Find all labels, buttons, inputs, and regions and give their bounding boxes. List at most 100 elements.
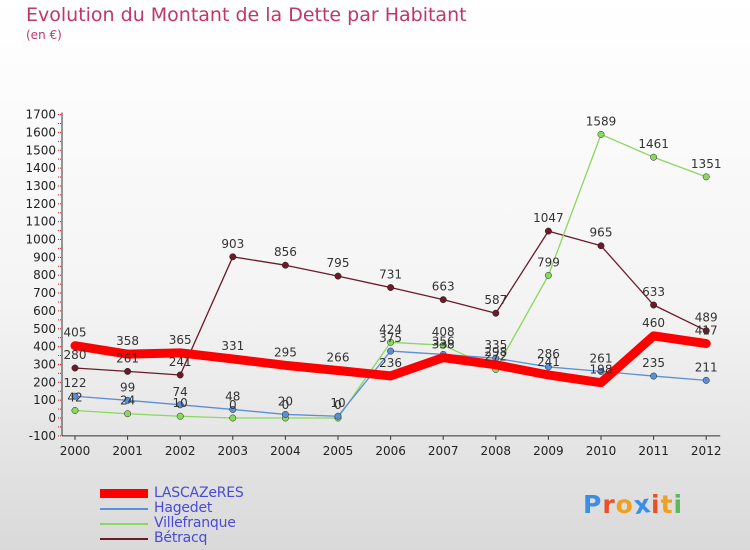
chart-subtitle: (en €) xyxy=(26,28,62,42)
data-label: 236 xyxy=(379,356,402,370)
x-tick-label: 2011 xyxy=(638,444,669,458)
legend-swatch-lascazeres xyxy=(100,489,148,498)
logo-letter: P xyxy=(583,490,603,519)
data-label: 10 xyxy=(173,396,188,410)
data-point xyxy=(124,410,132,418)
data-label: 663 xyxy=(432,280,455,294)
y-tick-label: 1300 xyxy=(25,179,56,193)
legend-label: LASCAZeRES xyxy=(154,485,244,501)
data-label: 489 xyxy=(695,311,718,325)
logo-letter: i xyxy=(673,490,684,519)
data-label: 295 xyxy=(274,345,297,359)
data-point xyxy=(597,130,605,138)
y-tick-label: 1200 xyxy=(25,197,56,211)
x-tick-label: 2007 xyxy=(428,444,459,458)
data-label: 266 xyxy=(327,351,350,365)
data-label: 1351 xyxy=(691,157,722,171)
data-label: 335 xyxy=(484,338,507,352)
data-point xyxy=(71,407,79,414)
data-label: 42 xyxy=(67,391,82,405)
data-label: 375 xyxy=(379,331,402,345)
data-label: 298 xyxy=(484,345,507,359)
data-point xyxy=(702,376,710,384)
data-label: 799 xyxy=(537,255,560,269)
x-tick-label: 2003 xyxy=(218,444,249,458)
x-tick-label: 2006 xyxy=(375,444,406,458)
data-label: 460 xyxy=(642,316,665,330)
data-point xyxy=(71,392,79,400)
data-label: 408 xyxy=(432,325,455,339)
data-point xyxy=(544,271,552,279)
data-point xyxy=(124,396,132,404)
proxiti-logo: Proxiti xyxy=(583,489,684,520)
data-point xyxy=(702,173,710,181)
y-tick-label: 200 xyxy=(33,375,56,389)
data-label: 0 xyxy=(282,398,290,412)
data-label: 20 xyxy=(278,394,293,408)
data-label: 633 xyxy=(642,285,665,299)
legend-swatch-hagedet xyxy=(100,508,148,510)
data-point xyxy=(544,363,552,371)
data-label: 122 xyxy=(64,376,87,390)
y-tick-label: 700 xyxy=(33,286,56,300)
data-label: 24 xyxy=(120,394,135,408)
y-tick-label: -100 xyxy=(29,429,56,443)
legend-swatch-villefranque xyxy=(100,523,148,525)
data-label: 74 xyxy=(173,385,188,399)
legend-label: Villefranque xyxy=(154,515,236,531)
y-tick-label: 1100 xyxy=(25,215,56,229)
data-point xyxy=(702,327,710,335)
data-point xyxy=(439,341,447,349)
data-label: 235 xyxy=(642,356,665,370)
data-point xyxy=(124,367,132,375)
y-tick-label: 500 xyxy=(33,322,56,336)
data-label: 241 xyxy=(169,355,192,369)
data-label: 903 xyxy=(221,237,244,251)
data-label: 417 xyxy=(695,324,718,338)
data-point xyxy=(492,309,500,317)
data-label: 261 xyxy=(116,351,139,365)
data-point xyxy=(387,284,395,291)
data-label: 1589 xyxy=(586,114,617,128)
y-tick-label: 400 xyxy=(33,340,56,354)
data-label: 211 xyxy=(695,360,718,374)
data-label: 48 xyxy=(225,389,240,403)
data-label: 198 xyxy=(590,363,613,377)
x-tick-label: 2012 xyxy=(691,444,722,458)
y-tick-label: 800 xyxy=(33,268,56,282)
data-point xyxy=(229,253,237,261)
y-tick-label: 1000 xyxy=(25,233,56,247)
data-label: 1047 xyxy=(533,211,564,225)
data-label: 0 xyxy=(229,398,237,412)
legend-label: Bétracq xyxy=(154,530,208,546)
x-tick-label: 2010 xyxy=(586,444,617,458)
data-label: 1461 xyxy=(638,137,669,151)
y-tick-label: 300 xyxy=(33,357,56,371)
data-point xyxy=(281,410,289,418)
data-point xyxy=(334,272,342,280)
y-tick-label: 0 xyxy=(48,411,56,425)
data-label: 358 xyxy=(116,334,139,348)
data-point xyxy=(229,405,237,413)
data-label: 286 xyxy=(537,347,560,361)
y-tick-label: 1600 xyxy=(25,125,56,139)
x-tick-label: 2008 xyxy=(481,444,512,458)
data-label: 424 xyxy=(379,322,402,336)
data-label: 338 xyxy=(432,338,455,352)
data-label: 731 xyxy=(379,268,402,282)
data-point xyxy=(597,242,605,250)
data-point xyxy=(71,364,79,372)
legend-label: Hagedet xyxy=(154,500,213,516)
data-label: 261 xyxy=(590,351,613,365)
data-point xyxy=(229,414,237,422)
data-point xyxy=(176,371,184,379)
data-point xyxy=(387,338,395,346)
x-tick-label: 2004 xyxy=(270,444,301,458)
logo-letter: t xyxy=(660,490,674,519)
data-point xyxy=(281,261,289,269)
y-tick-label: 100 xyxy=(33,393,56,407)
data-point xyxy=(387,347,395,355)
x-tick-label: 2000 xyxy=(60,444,91,458)
